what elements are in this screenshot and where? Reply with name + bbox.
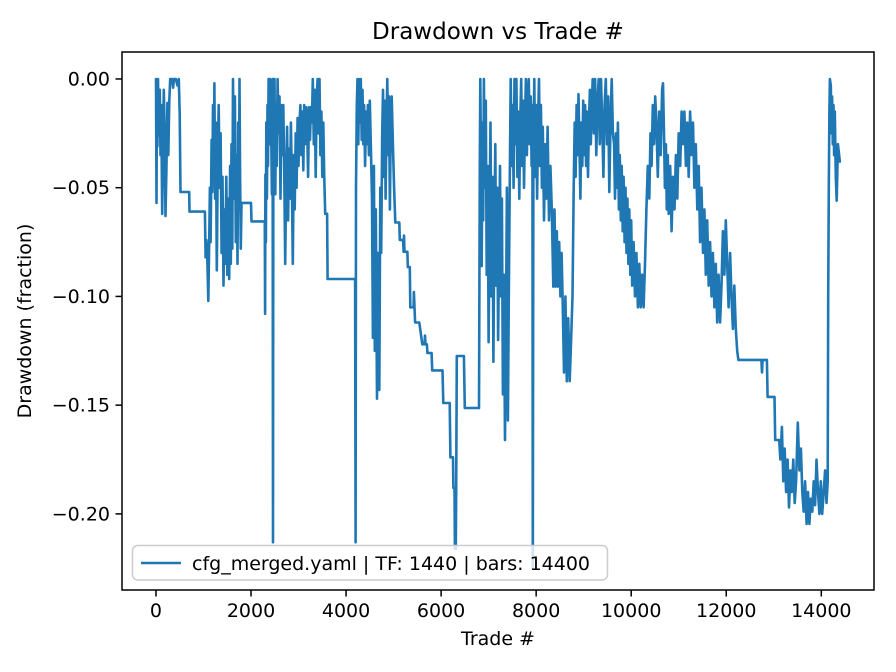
x-tick-label: 14000	[791, 600, 851, 622]
y-tick-label: −0.20	[52, 503, 110, 525]
y-tick-label: 0.00	[68, 68, 110, 90]
y-tick-label: −0.10	[52, 286, 110, 308]
x-tick-label: 6000	[417, 600, 465, 622]
legend-frame	[131, 544, 609, 581]
drawdown-line	[154, 77, 842, 570]
x-tick-label: 0	[150, 600, 162, 622]
ticks-layer: 0 2000 4000 6000 8000 10000 12000 14000 0.00 −0.0…	[52, 68, 852, 622]
x-tick-label: 2000	[227, 600, 275, 622]
x-tick-label: 4000	[322, 600, 370, 622]
x-tick-label: 12000	[696, 600, 756, 622]
x-tick-label: 10000	[601, 600, 661, 622]
x-axis-label: Trade #	[460, 628, 535, 650]
series-layer	[154, 77, 842, 570]
x-tick-label: 8000	[512, 600, 560, 622]
y-axis-label: Drawdown (fraction)	[14, 224, 36, 419]
y-tick-label: −0.15	[52, 395, 110, 417]
legend: cfg_merged.yaml | TF: 1440 | bars: 14400	[131, 544, 609, 581]
axes-spines	[121, 51, 875, 591]
y-tick-label: −0.05	[52, 177, 110, 199]
legend-label: cfg_merged.yaml | TF: 1440 | bars: 14400	[192, 553, 590, 575]
chart-title: Drawdown vs Trade #	[372, 19, 624, 45]
